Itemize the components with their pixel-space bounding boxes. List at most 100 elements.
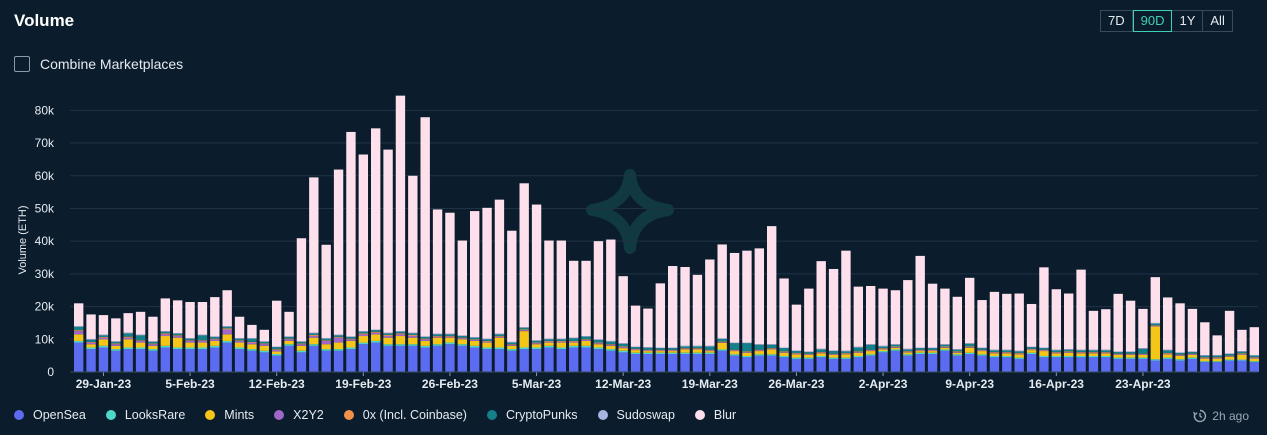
bar-segment-looksrare[interactable] — [1237, 359, 1247, 361]
bar-segment-looksrare[interactable] — [841, 357, 851, 359]
bar-segment-x2y2[interactable] — [470, 339, 480, 341]
bar-segment-mints[interactable] — [1237, 354, 1247, 360]
bar-segment-blur[interactable] — [828, 268, 839, 351]
bar-segment-sudoswap[interactable] — [1200, 354, 1210, 356]
bar-segment-mints[interactable] — [234, 342, 245, 348]
bar-segment-mints[interactable] — [1039, 351, 1049, 356]
bar-segment-cryptopunks[interactable] — [618, 343, 628, 347]
bar-segment-cryptopunks[interactable] — [569, 338, 579, 341]
bar-segment-looksrare[interactable] — [1212, 361, 1222, 363]
bar-segment-mints[interactable] — [371, 334, 381, 341]
bar-segment-sudoswap[interactable] — [804, 351, 814, 353]
bar-segment-mints[interactable] — [853, 352, 864, 356]
bar-segment-cryptopunks[interactable] — [692, 346, 703, 349]
bar-segment-0x[interactable] — [1150, 325, 1161, 326]
bar-segment-cryptopunks[interactable] — [470, 337, 480, 340]
bar-segment-sudoswap[interactable] — [1113, 351, 1123, 353]
bar-segment-0x[interactable] — [1014, 353, 1024, 354]
bar-segment-mints[interactable] — [98, 339, 109, 346]
bar-segment-mints[interactable] — [531, 344, 542, 348]
bar-segment-0x[interactable] — [643, 349, 653, 351]
bar-segment-blur[interactable] — [1200, 322, 1210, 355]
bar-segment-mints[interactable] — [222, 334, 232, 341]
bar-segment-blur[interactable] — [544, 240, 554, 339]
bar-segment-sudoswap[interactable] — [754, 344, 765, 345]
bar-segment-looksrare[interactable] — [296, 350, 307, 353]
bar-segment-x2y2[interactable] — [742, 352, 752, 353]
bar-segment-sudoswap[interactable] — [606, 340, 616, 342]
bar-segment-blur[interactable] — [767, 226, 777, 345]
bar-segment-mints[interactable] — [1088, 353, 1099, 356]
bar-segment-looksrare[interactable] — [445, 342, 455, 345]
bar-segment-mints[interactable] — [420, 340, 430, 346]
bar-segment-0x[interactable] — [197, 340, 208, 341]
bar-segment-mints[interactable] — [395, 336, 406, 345]
bar-segment-0x[interactable] — [952, 351, 963, 353]
bar-segment-cryptopunks[interactable] — [717, 338, 727, 342]
bar-segment-blur[interactable] — [1014, 293, 1024, 351]
bar-segment-0x[interactable] — [1163, 353, 1173, 354]
bar-segment-mints[interactable] — [989, 353, 1000, 356]
bar-segment-cryptopunks[interactable] — [111, 341, 121, 344]
bar-segment-looksrare[interactable] — [1224, 359, 1235, 361]
bar-segment-x2y2[interactable] — [74, 331, 84, 335]
bar-segment-0x[interactable] — [1138, 353, 1148, 355]
bar-segment-mints[interactable] — [1002, 353, 1012, 356]
bar-segment-blur[interactable] — [927, 283, 938, 348]
bar-segment-blur[interactable] — [1249, 327, 1260, 355]
bar-segment-sudoswap[interactable] — [903, 348, 913, 350]
bar-segment-sudoswap[interactable] — [358, 331, 369, 332]
bar-segment-opensea[interactable] — [977, 355, 987, 372]
bar-segment-0x[interactable] — [556, 340, 567, 342]
bar-segment-sudoswap[interactable] — [111, 341, 121, 342]
bar-segment-opensea[interactable] — [197, 349, 208, 372]
bar-segment-opensea[interactable] — [816, 357, 826, 372]
bar-segment-blur[interactable] — [408, 175, 418, 333]
bar-segment-x2y2[interactable] — [86, 342, 96, 345]
bar-segment-blur[interactable] — [853, 286, 864, 347]
bar-segment-blur[interactable] — [173, 300, 183, 334]
bar-segment-0x[interactable] — [866, 349, 876, 351]
bar-segment-0x[interactable] — [878, 348, 888, 349]
bar-segment-sudoswap[interactable] — [346, 336, 356, 337]
bar-segment-looksrare[interactable] — [531, 347, 542, 350]
bar-segment-looksrare[interactable] — [98, 345, 109, 348]
bar-segment-opensea[interactable] — [1125, 358, 1136, 372]
bar-segment-sudoswap[interactable] — [791, 350, 802, 352]
bar-segment-cryptopunks[interactable] — [1026, 347, 1037, 349]
bar-segment-x2y2[interactable] — [148, 344, 158, 346]
bar-segment-blur[interactable] — [160, 298, 171, 332]
bar-segment-blur[interactable] — [618, 276, 628, 344]
bar-segment-opensea[interactable] — [1138, 358, 1148, 372]
bar-segment-x2y2[interactable] — [111, 344, 121, 346]
bar-segment-x2y2[interactable] — [284, 339, 294, 341]
bar-segment-sudoswap[interactable] — [1249, 354, 1260, 356]
bar-segment-opensea[interactable] — [1163, 358, 1173, 372]
bar-segment-cryptopunks[interactable] — [989, 350, 1000, 353]
bar-segment-looksrare[interactable] — [643, 352, 653, 355]
bar-segment-looksrare[interactable] — [420, 345, 430, 348]
bar-segment-0x[interactable] — [1101, 352, 1111, 353]
bar-segment-mints[interactable] — [630, 350, 641, 353]
bar-segment-0x[interactable] — [581, 339, 591, 340]
bar-segment-cryptopunks[interactable] — [556, 339, 567, 341]
bar-segment-0x[interactable] — [494, 336, 505, 337]
bar-segment-mints[interactable] — [1224, 356, 1235, 360]
bar-segment-x2y2[interactable] — [420, 339, 430, 341]
bar-segment-mints[interactable] — [593, 344, 604, 348]
bar-segment-looksrare[interactable] — [1249, 361, 1260, 363]
bar-segment-opensea[interactable] — [643, 354, 653, 372]
bar-segment-sudoswap[interactable] — [1163, 349, 1173, 351]
bar-segment-blur[interactable] — [1113, 293, 1123, 352]
bar-segment-x2y2[interactable] — [482, 341, 492, 343]
legend-item-blur[interactable]: Blur — [694, 408, 736, 422]
bar-segment-looksrare[interactable] — [1039, 355, 1049, 358]
bar-segment-x2y2[interactable] — [655, 350, 666, 352]
bar-segment-0x[interactable] — [210, 338, 220, 340]
bar-segment-cryptopunks[interactable] — [791, 351, 802, 354]
bar-segment-cryptopunks[interactable] — [222, 326, 232, 329]
bar-segment-0x[interactable] — [1212, 357, 1222, 358]
bar-segment-blur[interactable] — [804, 288, 814, 352]
bar-segment-sudoswap[interactable] — [371, 329, 381, 331]
bar-segment-0x[interactable] — [358, 333, 369, 335]
